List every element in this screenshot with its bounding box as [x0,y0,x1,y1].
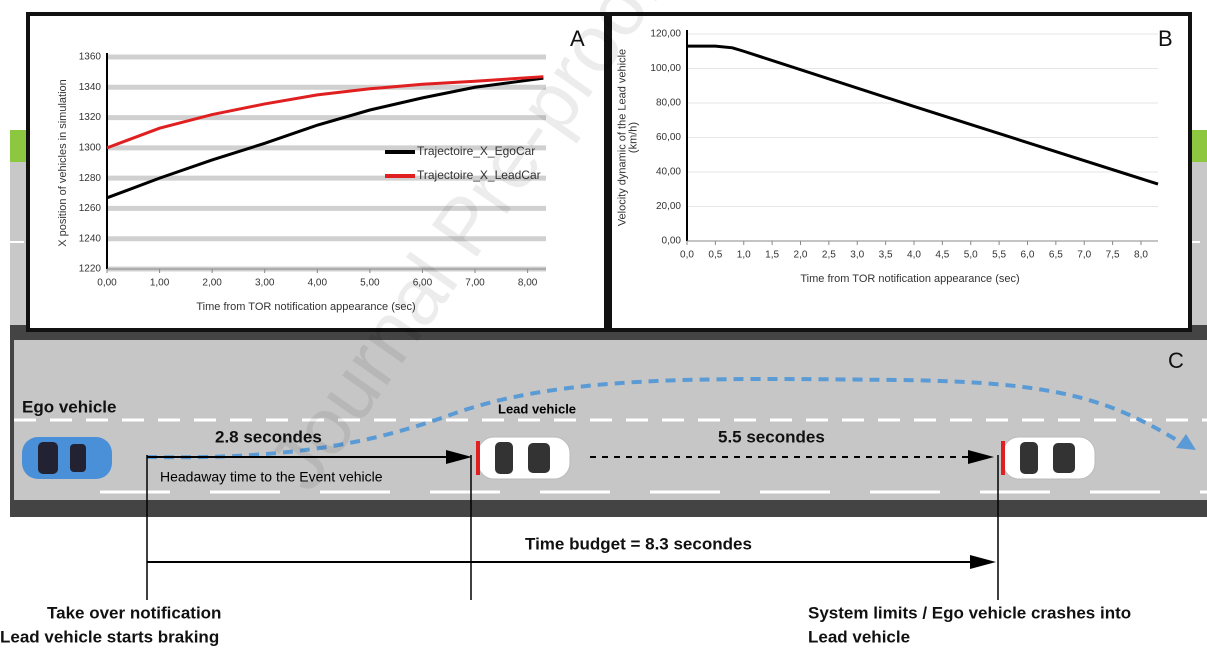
x-tick-label: 2,5 [822,250,836,261]
lead-car [1001,436,1096,480]
y-tick-label: 1260 [79,203,102,214]
arrow-head [1176,434,1196,450]
x-axis-label: Time from TOR notification appearance (s… [800,273,1019,285]
lead-car [476,436,571,480]
y-tick-label: 1220 [79,264,102,275]
x-tick-label: 6,0 [1021,250,1035,261]
x-tick-label: 3,5 [879,250,893,261]
x-tick-label: 3,0 [850,250,864,261]
x-tick-label: 7,5 [1106,250,1120,261]
panel-letter: C [1168,348,1184,373]
x-tick-label: 4,0 [907,250,921,261]
x-tick-label: 4,5 [935,250,949,261]
headway-label: Headaway time to the Event vehicle [160,469,383,485]
y-axis-label: X position of vehicles in simulation [57,79,69,247]
x-tick-label: 0,5 [708,250,722,261]
y-tick-label: 20,00 [656,201,681,212]
y-tick-label: 120,00 [650,29,681,40]
x-tick-label: 3,00 [255,278,275,289]
x-tick-label: 8,00 [518,278,538,289]
y-tick-label: 0,00 [662,236,682,247]
panel-letter: A [570,26,585,51]
data-line [106,76,544,200]
end-label: System limits / Ego vehicle crashes into [808,603,1131,622]
x-tick-label: 8,0 [1134,250,1148,261]
x-tick-label: 5,00 [360,278,380,289]
x-tick-label: 2,00 [202,278,222,289]
x-tick-label: 1,00 [150,278,170,289]
y-tick-label: 100,00 [650,63,681,74]
ego-label: Ego vehicle [22,397,116,416]
x-tick-label: 2,0 [794,250,808,261]
y-tick-label: 1300 [79,142,102,153]
legend-label: Trajectoire_X_EgoCar [417,144,535,158]
gap-label: 2.8 secondes [215,427,322,446]
x-tick-label: 1,0 [737,250,751,261]
panel-letter: B [1158,26,1173,51]
start-label: Lead vehicle starts braking [0,627,219,646]
y-tick-label: 40,00 [656,167,681,178]
gap-label: 5.5 secondes [718,427,825,446]
y-tick-label: 1320 [79,112,102,123]
x-tick-label: 1,5 [765,250,779,261]
arrow-head [446,450,472,464]
panel-a [26,12,608,332]
y-axis-label: (km/h) [627,122,639,153]
y-tick-label: 1360 [79,52,102,63]
arrow-head [968,450,994,464]
x-tick-label: 7,00 [465,278,485,289]
x-tick-label: 4,00 [308,278,328,289]
lane-change-path [146,376,1182,460]
y-tick-label: 1240 [79,233,102,244]
y-axis-label: Velocity dynamic of the Lead vehicle [616,49,628,226]
arrow-head [970,555,996,569]
x-tick-label: 6,00 [413,278,433,289]
data-line [106,75,544,150]
x-axis-label: Time from TOR notification appearance (s… [196,301,415,313]
y-tick-label: 1280 [79,173,102,184]
x-tick-label: 6,5 [1049,250,1063,261]
end-label: Lead vehicle [808,627,910,646]
y-tick-label: 60,00 [656,132,681,143]
y-tick-label: 80,00 [656,98,681,109]
x-tick-label: 5,5 [992,250,1006,261]
y-tick-label: 1340 [79,82,102,93]
data-line [687,44,1159,186]
ego-car [22,437,112,479]
x-tick-label: 5,0 [964,250,978,261]
x-tick-label: 7,0 [1077,250,1091,261]
x-tick-label: 0,00 [97,278,117,289]
legend-label: Trajectoire_X_LeadCar [417,168,541,182]
budget-label: Time budget = 8.3 secondes [525,534,752,553]
x-tick-label: 0,0 [680,250,694,261]
lead-label: Lead vehicle [498,401,576,416]
start-label: Take over notification [47,603,221,622]
